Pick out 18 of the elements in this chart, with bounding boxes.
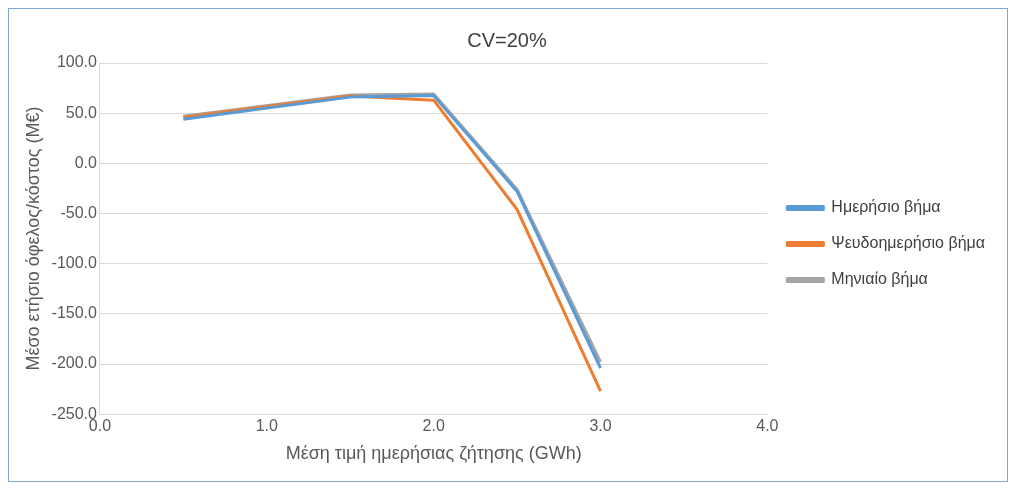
x-tick-label: 2.0 — [422, 417, 445, 435]
chart-title: CV=20% — [467, 28, 547, 51]
x-tick-label: 3.0 — [589, 417, 612, 435]
y-tick-label: -150.0 — [51, 304, 98, 322]
x-tick-label: 1.0 — [255, 417, 279, 435]
y-axis-title: Μέσο ετήσιο όφελος/κόστος (M€) — [22, 106, 43, 371]
y-tick-label: 50.0 — [65, 103, 98, 121]
x-tick-label: 0.0 — [88, 417, 112, 435]
legend-label: Ημερήσιο βήμα — [831, 198, 941, 216]
y-tick-label: -100.0 — [51, 254, 98, 272]
y-tick-label: 0.0 — [74, 153, 98, 171]
y-tick-label: 100.0 — [56, 53, 98, 71]
legend-label: Μηνιαίο βήμα — [831, 270, 928, 288]
y-tick-label: -50.0 — [60, 203, 98, 221]
x-axis-title: Μέση τιμή ημερήσιας ζήτησης (GWh) — [285, 443, 582, 464]
x-tick-label: 4.0 — [756, 417, 779, 435]
legend-label: Ψευδοημερήσιο βήμα — [831, 234, 986, 252]
y-tick-label: -200.0 — [51, 354, 98, 372]
